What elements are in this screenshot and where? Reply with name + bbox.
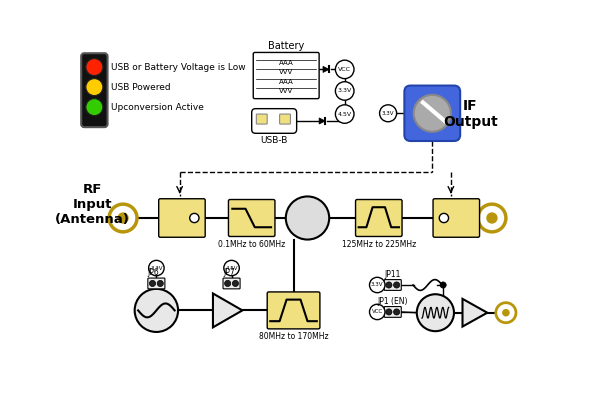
Circle shape (370, 277, 385, 293)
FancyBboxPatch shape (384, 279, 401, 290)
Text: VVV: VVV (279, 88, 293, 94)
FancyBboxPatch shape (384, 307, 401, 318)
Circle shape (335, 82, 354, 100)
Text: VVV: VVV (279, 70, 293, 75)
Text: USB Powered: USB Powered (112, 83, 171, 92)
FancyBboxPatch shape (404, 85, 460, 141)
Circle shape (109, 204, 137, 232)
Text: JP1 (EN): JP1 (EN) (377, 297, 408, 306)
FancyBboxPatch shape (433, 199, 479, 237)
Text: 3.3V: 3.3V (382, 111, 394, 116)
Polygon shape (463, 299, 487, 326)
Polygon shape (213, 294, 242, 327)
Circle shape (487, 213, 497, 223)
FancyBboxPatch shape (253, 53, 319, 99)
Text: JP6: JP6 (148, 268, 160, 277)
Text: Battery: Battery (268, 41, 304, 51)
Circle shape (386, 309, 392, 315)
Circle shape (86, 59, 103, 76)
Circle shape (157, 280, 163, 286)
Text: 125MHz to 225MHz: 125MHz to 225MHz (341, 240, 416, 249)
Circle shape (439, 213, 449, 223)
Circle shape (86, 79, 103, 96)
Circle shape (224, 280, 231, 286)
Text: VCC: VCC (371, 309, 383, 314)
FancyBboxPatch shape (148, 278, 165, 289)
Circle shape (224, 260, 239, 276)
Text: 3.3V: 3.3V (371, 283, 383, 288)
FancyBboxPatch shape (256, 114, 267, 124)
Circle shape (417, 294, 454, 331)
Circle shape (503, 310, 509, 316)
Text: JP7: JP7 (223, 268, 235, 277)
Text: Upconversion Active: Upconversion Active (112, 102, 204, 112)
FancyBboxPatch shape (252, 109, 296, 133)
Polygon shape (319, 118, 325, 124)
FancyBboxPatch shape (280, 114, 290, 124)
Circle shape (394, 309, 400, 315)
Circle shape (149, 260, 164, 276)
Circle shape (394, 282, 400, 288)
Text: 4.5V: 4.5V (226, 266, 238, 271)
Circle shape (86, 99, 103, 115)
Circle shape (478, 204, 506, 232)
Circle shape (134, 289, 178, 332)
Text: VCC: VCC (338, 67, 351, 72)
Circle shape (496, 303, 516, 323)
FancyBboxPatch shape (223, 278, 240, 289)
Circle shape (386, 282, 392, 288)
Circle shape (232, 280, 239, 286)
Text: 3.3V: 3.3V (150, 266, 163, 271)
Circle shape (149, 280, 155, 286)
Text: USB or Battery Voltage is Low: USB or Battery Voltage is Low (112, 63, 246, 72)
Text: 4.5V: 4.5V (338, 111, 352, 117)
Circle shape (370, 304, 385, 320)
Circle shape (380, 105, 397, 122)
Text: 80MHz to 170MHz: 80MHz to 170MHz (259, 332, 328, 341)
Circle shape (118, 213, 128, 223)
Circle shape (190, 213, 199, 223)
FancyBboxPatch shape (158, 199, 205, 237)
Circle shape (286, 196, 329, 240)
Text: JP11: JP11 (385, 270, 401, 279)
Text: USB-B: USB-B (260, 136, 288, 145)
Text: 0.1MHz to 60MHz: 0.1MHz to 60MHz (218, 240, 286, 249)
FancyBboxPatch shape (267, 292, 320, 329)
FancyBboxPatch shape (356, 200, 402, 237)
Circle shape (440, 282, 446, 288)
Polygon shape (323, 66, 329, 72)
Text: RF
Input
(Antenna): RF Input (Antenna) (55, 183, 130, 226)
FancyBboxPatch shape (229, 200, 275, 237)
Text: AAA: AAA (279, 79, 293, 85)
Text: IF
Output: IF Output (443, 99, 497, 129)
Circle shape (413, 95, 451, 132)
Circle shape (335, 60, 354, 79)
FancyBboxPatch shape (81, 53, 107, 127)
Text: AAA: AAA (279, 60, 293, 66)
Text: 3.3V: 3.3V (338, 88, 352, 94)
Circle shape (335, 105, 354, 123)
